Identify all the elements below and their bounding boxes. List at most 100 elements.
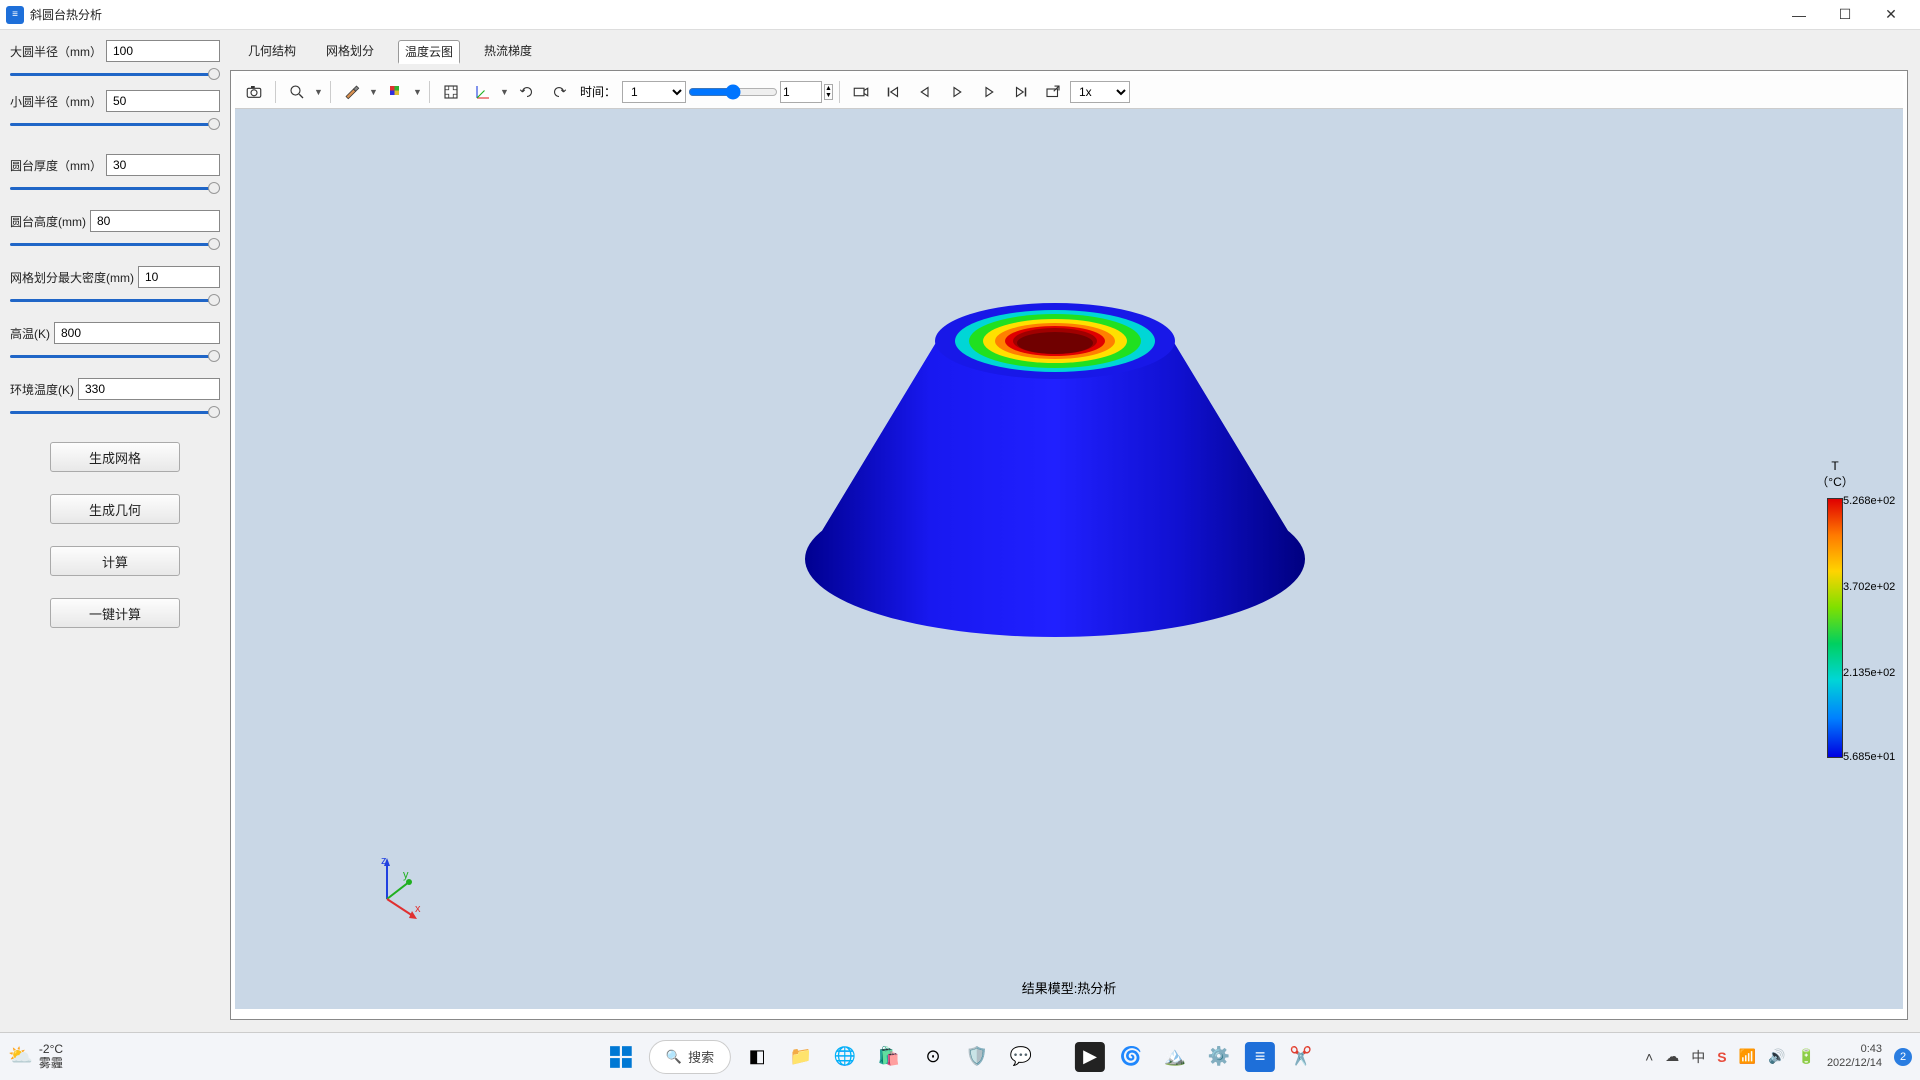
tray-cloud-icon[interactable]: ☁ [1665,1048,1679,1065]
param-slider[interactable] [10,236,220,252]
clock-time: 0:43 [1827,1043,1882,1056]
system-tray: ˄ ☁ 中 S 📶 🔊 🔋 0:43 2022/12/14 2 [1645,1043,1912,1069]
param-label: 环境温度(K) [10,381,74,398]
param-row-height: 圆台高度(mm) [10,210,220,252]
edge-icon[interactable]: 🌐 [827,1039,863,1075]
generate-geometry-button[interactable]: 生成几何 [50,494,180,524]
one-click-compute-button[interactable]: 一键计算 [50,598,180,628]
mcafee-icon[interactable]: 🛡️ [959,1039,995,1075]
zoom-icon[interactable] [282,78,312,106]
dropdown-icon[interactable]: ▼ [369,87,379,97]
snip-icon[interactable]: ✂️ [1283,1039,1319,1075]
tray-chevron-icon[interactable]: ˄ [1645,1049,1653,1065]
file-explorer-icon[interactable]: 📁 [783,1039,819,1075]
rotate-cw-icon[interactable] [544,78,574,106]
window-controls: — ☐ ✕ [1776,0,1914,30]
param-input-high-temp[interactable] [54,322,220,344]
param-slider[interactable] [10,292,220,308]
tab-geometry[interactable]: 几何结构 [242,40,302,64]
current-app-icon[interactable]: ≡ [1245,1042,1275,1072]
spin-down[interactable]: ▼ [825,92,832,99]
search-placeholder: 搜索 [688,1047,714,1066]
viewport-canvas[interactable]: z y x T （°C） [235,109,1903,1009]
cube-colormap-icon[interactable] [381,78,411,106]
param-slider[interactable] [10,116,220,132]
playback-prev-icon[interactable] [910,78,940,106]
time-label: 时间： [580,83,616,100]
weather-desc: 雾霾 [39,1057,63,1071]
param-input-large-radius[interactable] [106,40,220,62]
wechat-icon[interactable]: 💬 [1003,1039,1039,1075]
start-button[interactable] [601,1037,641,1077]
task-view-icon[interactable]: ◧ [739,1039,775,1075]
playback-play-icon[interactable] [942,78,972,106]
param-input-height[interactable] [90,210,220,232]
param-row-ambient-temp: 环境温度(K) [10,378,220,420]
param-input-ambient-temp[interactable] [78,378,220,400]
button-group: 生成网格 生成几何 计算 一键计算 [10,442,220,628]
maximize-button[interactable]: ☐ [1822,0,1868,30]
export-animation-icon[interactable] [1038,78,1068,106]
minimize-button[interactable]: — [1776,0,1822,30]
playback-first-icon[interactable] [878,78,908,106]
taskbar-center: 🔍 搜索 ◧ 📁 🌐 🛍️ ⊙ 🛡️ 💬 ▶ 🌀 🏔️ ⚙️ ≡ ✂️ [601,1037,1319,1077]
rotate-ccw-icon[interactable] [512,78,542,106]
legend-title-2: （°C） [1795,475,1875,491]
tray-wifi-icon[interactable]: 📶 [1739,1048,1756,1065]
param-slider[interactable] [10,180,220,196]
weather-icon: ⛅ [8,1045,33,1068]
app-icon-2[interactable]: 🌀 [1113,1039,1149,1075]
taskbar-clock[interactable]: 0:43 2022/12/14 [1827,1043,1882,1069]
legend-title-1: T [1795,459,1875,475]
dropdown-icon[interactable]: ▼ [500,87,510,97]
content-area: 几何结构 网格划分 温度云图 热流梯度 ▼ ▼ ▼ ▼ [230,30,1920,1032]
tabs: 几何结构 网格划分 温度云图 热流梯度 [230,36,1908,70]
camera-icon[interactable] [239,78,269,106]
tray-battery-icon[interactable]: 🔋 [1798,1048,1815,1065]
param-label: 网格划分最大密度(mm) [10,269,134,286]
notification-badge[interactable]: 2 [1894,1048,1912,1066]
dropdown-icon[interactable]: ▼ [413,87,423,97]
store-icon[interactable]: 🛍️ [871,1039,907,1075]
axes-icon[interactable] [468,78,498,106]
time-slider[interactable] [688,84,778,100]
tab-heat-flux[interactable]: 热流梯度 [478,40,538,64]
param-input-mesh-density[interactable] [138,266,220,288]
close-button[interactable]: ✕ [1868,0,1914,30]
dropdown-icon[interactable]: ▼ [314,87,324,97]
compute-button[interactable]: 计算 [50,546,180,576]
spin-up[interactable]: ▲ [825,85,832,92]
tray-ime-icon[interactable]: 中 [1691,1047,1705,1067]
tray-app-icon[interactable]: S [1717,1049,1726,1065]
settings-icon[interactable]: ⚙️ [1201,1039,1237,1075]
param-row-large-radius: 大圆半径（mm） [10,40,220,82]
brush-icon[interactable] [337,78,367,106]
playback-next-icon[interactable] [974,78,1004,106]
taskbar: ⛅ -2°C 雾霾 🔍 搜索 ◧ 📁 🌐 🛍️ ⊙ 🛡️ 💬 ▶ 🌀 🏔️ ⚙️… [0,1032,1920,1080]
param-input-small-radius[interactable] [106,90,220,112]
tab-mesh[interactable]: 网格划分 [320,40,380,64]
app-icon-3[interactable]: 🏔️ [1157,1039,1193,1075]
dell-icon[interactable]: ⊙ [915,1039,951,1075]
tab-temperature-contour[interactable]: 温度云图 [398,40,460,64]
tray-volume-icon[interactable]: 🔊 [1768,1048,1785,1065]
param-slider[interactable] [10,404,220,420]
param-input-thickness[interactable] [106,154,220,176]
param-slider[interactable] [10,66,220,82]
legend-tick: 5.268e+02 [1843,495,1895,507]
param-label: 小圆半径（mm） [10,93,102,110]
legend-tick: 2.135e+02 [1843,667,1895,679]
playback-last-icon[interactable] [1006,78,1036,106]
orientation-triad: z y x [365,854,425,929]
generate-mesh-button[interactable]: 生成网格 [50,442,180,472]
taskbar-search[interactable]: 🔍 搜索 [649,1040,731,1074]
legend-tick: 5.685e+01 [1843,751,1895,763]
param-slider[interactable] [10,348,220,364]
speed-select[interactable]: 1x [1070,81,1130,103]
app-icon-1[interactable]: ▶ [1075,1042,1105,1072]
time-select[interactable]: 1 [622,81,686,103]
frame-spin[interactable] [780,81,822,103]
taskbar-weather[interactable]: ⛅ -2°C 雾霾 [8,1043,63,1071]
fit-view-icon[interactable] [436,78,466,106]
record-icon[interactable] [846,78,876,106]
